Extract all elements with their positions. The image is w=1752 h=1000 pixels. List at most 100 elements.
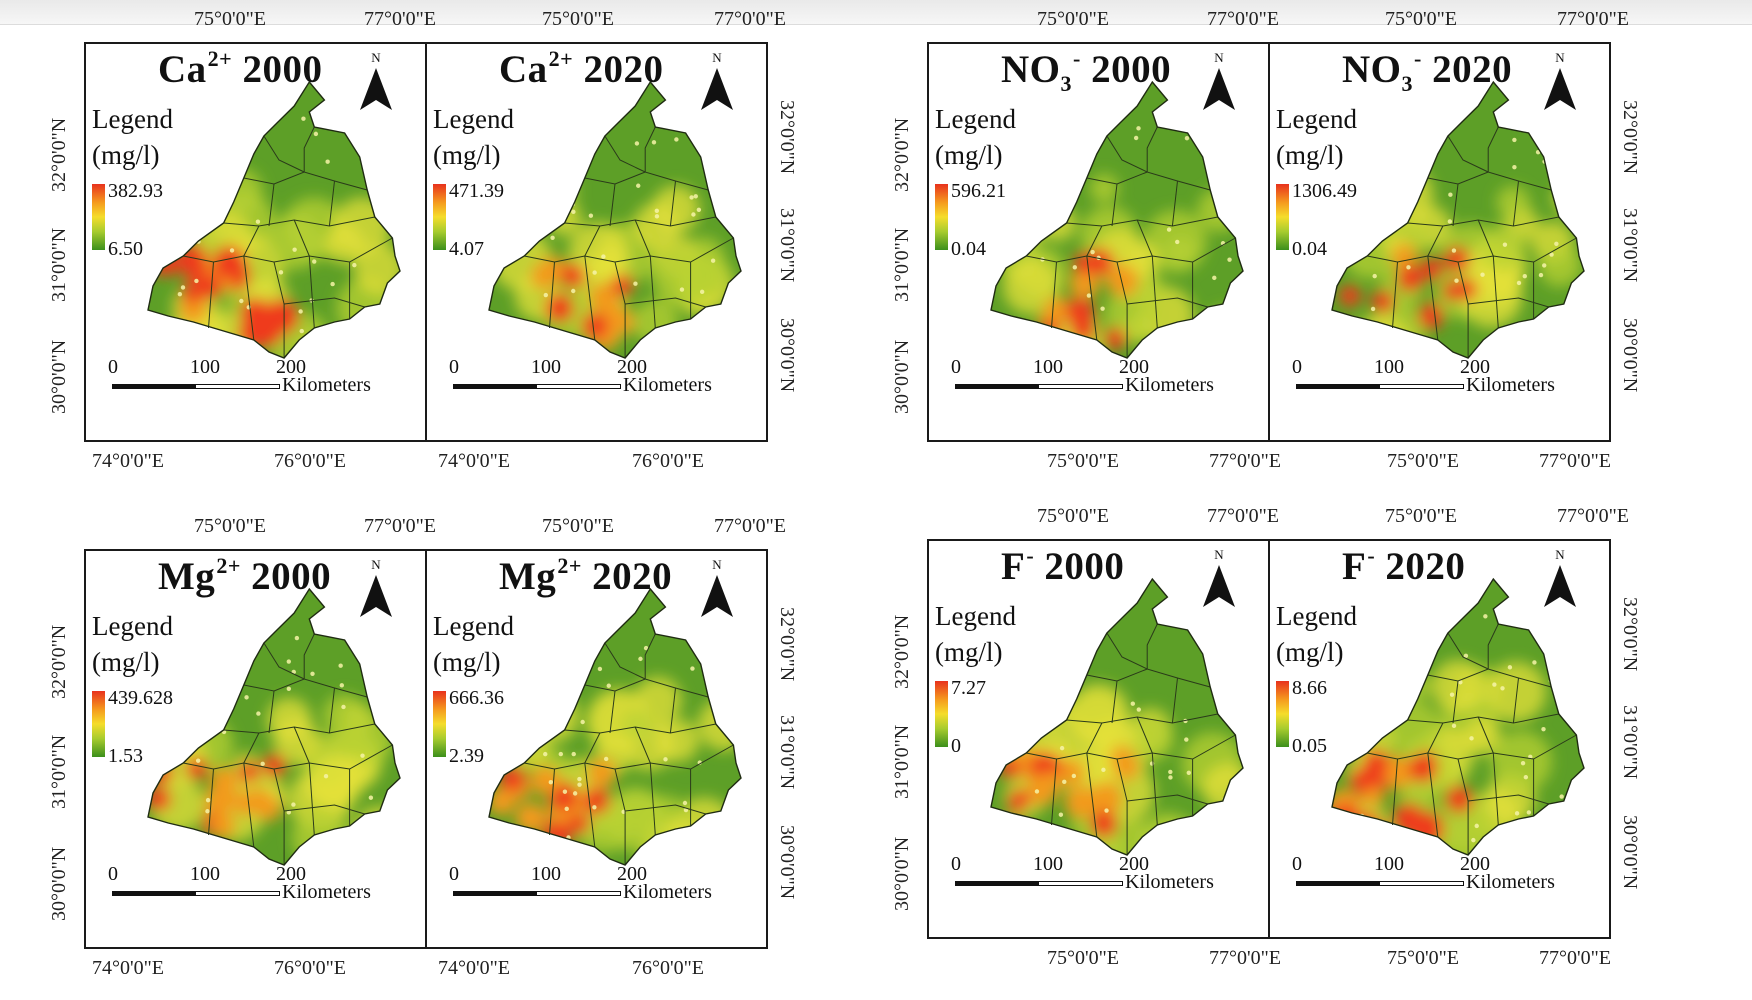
sample-point bbox=[1559, 794, 1564, 799]
sample-point bbox=[292, 247, 297, 252]
district-boundary bbox=[243, 255, 255, 341]
lon-label-bottom: 77°0'0"E bbox=[1209, 450, 1281, 472]
sample-point bbox=[562, 789, 568, 794]
sample-point bbox=[1019, 147, 1024, 152]
lat-label-left: 32°0'0"N bbox=[48, 117, 70, 192]
sample-point bbox=[229, 248, 235, 253]
sample-point bbox=[166, 647, 171, 652]
sample-point bbox=[1381, 647, 1386, 652]
map-panel-f-2020: F- 2020 N Legend (mg/l) 8.66 0.05 0 100 200 Kilom… bbox=[1270, 541, 1611, 937]
lat-label-left: 30°0'0"N bbox=[48, 846, 70, 921]
sample-point bbox=[597, 666, 603, 672]
sample-point bbox=[1541, 726, 1546, 732]
sample-point bbox=[1358, 617, 1363, 623]
district-boundary bbox=[644, 126, 656, 172]
scale-0: 0 bbox=[108, 863, 118, 885]
sample-point bbox=[1049, 162, 1055, 167]
sample-point bbox=[1100, 306, 1105, 311]
lat-label-right: 31°0'0"N bbox=[1619, 208, 1641, 283]
sample-point bbox=[255, 219, 261, 224]
sample-point bbox=[244, 695, 249, 700]
sample-point bbox=[1086, 146, 1092, 151]
legend-max-value: 596.21 bbox=[951, 180, 1006, 202]
sample-point bbox=[572, 791, 578, 796]
sample-point bbox=[638, 656, 643, 662]
legend-title: Legend bbox=[935, 104, 1016, 134]
scale-unit: Kilometers bbox=[282, 881, 371, 903]
scale-bar-black-segment bbox=[1297, 385, 1380, 388]
district-boundary bbox=[1468, 297, 1549, 308]
district-boundary bbox=[1487, 126, 1499, 172]
sample-point bbox=[1454, 278, 1459, 283]
scale-unit: Kilometers bbox=[1466, 871, 1555, 893]
legend-title: Legend bbox=[1276, 601, 1357, 631]
scale-100: 100 bbox=[190, 863, 220, 885]
sample-point bbox=[1492, 682, 1497, 687]
lon-label-top: 77°0'0"E bbox=[714, 8, 786, 30]
district-boundary bbox=[1111, 680, 1118, 724]
sample-point bbox=[588, 213, 594, 218]
district-boundary bbox=[584, 732, 601, 764]
district-boundary bbox=[268, 183, 275, 227]
north-arrow-icon: N bbox=[359, 50, 393, 112]
scale-0: 0 bbox=[108, 356, 118, 378]
district-boundary bbox=[1468, 794, 1549, 805]
sample-point bbox=[601, 254, 606, 259]
district-boundary bbox=[1171, 180, 1178, 227]
sample-point bbox=[205, 667, 210, 673]
map-frame: NO3- 2000 N Legend (mg/l) 596.21 0.04 0 100 200 K… bbox=[927, 42, 1611, 442]
scale-bar-black-segment bbox=[956, 385, 1039, 388]
district-boundary bbox=[328, 180, 335, 227]
district-boundary bbox=[1086, 722, 1103, 754]
sample-point bbox=[603, 756, 609, 762]
district-boundary bbox=[1427, 225, 1444, 257]
district-boundary bbox=[263, 642, 305, 680]
sample-point bbox=[1071, 773, 1077, 779]
north-arrow-icon: N bbox=[700, 50, 734, 112]
district-boundary bbox=[1116, 261, 1128, 358]
lon-label-top: 75°0'0"E bbox=[194, 515, 266, 537]
sample-point bbox=[239, 298, 244, 304]
title-ion: Ca bbox=[499, 48, 548, 91]
district-boundary bbox=[328, 687, 335, 734]
scale-100: 100 bbox=[190, 356, 220, 378]
district-boundary bbox=[1512, 677, 1519, 724]
sample-point bbox=[1372, 273, 1377, 279]
lat-label-right: 31°0'0"N bbox=[776, 208, 798, 283]
legend-title: Legend bbox=[92, 611, 173, 641]
district-boundary bbox=[1487, 623, 1499, 669]
sample-point bbox=[1065, 694, 1071, 700]
sample-point bbox=[607, 110, 612, 115]
legend-color-ramp bbox=[433, 184, 446, 250]
concentration-map bbox=[1331, 80, 1585, 359]
legend-unit: (mg/l) bbox=[935, 140, 1003, 170]
state-boundary bbox=[1331, 577, 1585, 856]
sample-point bbox=[1500, 686, 1505, 691]
map-panel-ca-2020: Ca2+ 2020 N Legend (mg/l) 471.39 4.07 0 100 200 K… bbox=[427, 44, 768, 440]
lat-label-left: 31°0'0"N bbox=[48, 227, 70, 302]
sample-point bbox=[1104, 808, 1109, 813]
scale-bar-black-segment bbox=[956, 882, 1039, 885]
sample-point bbox=[543, 751, 548, 757]
district-boundary bbox=[1452, 680, 1459, 724]
north-label: N bbox=[1214, 547, 1224, 562]
legend-title: Legend bbox=[433, 104, 514, 134]
scale-bar-black-segment bbox=[113, 385, 196, 388]
sample-point bbox=[1554, 241, 1559, 246]
legend-min-value: 4.07 bbox=[449, 238, 484, 260]
scale-200: 200 bbox=[617, 356, 647, 378]
sample-point bbox=[1458, 680, 1463, 685]
title-charge: - bbox=[1026, 543, 1035, 568]
district-boundary bbox=[1477, 219, 1494, 257]
scale-0: 0 bbox=[951, 853, 961, 875]
scale-bar bbox=[112, 891, 280, 896]
lon-label-top: 77°0'0"E bbox=[1207, 505, 1279, 527]
sample-point bbox=[368, 329, 373, 334]
lon-label-top: 75°0'0"E bbox=[1037, 8, 1109, 30]
district-boundary bbox=[1457, 758, 1469, 855]
sample-point bbox=[1065, 139, 1071, 145]
sample-point bbox=[674, 137, 679, 142]
scale-unit: Kilometers bbox=[1466, 374, 1555, 396]
sample-point bbox=[689, 195, 694, 200]
sample-point bbox=[367, 324, 373, 329]
